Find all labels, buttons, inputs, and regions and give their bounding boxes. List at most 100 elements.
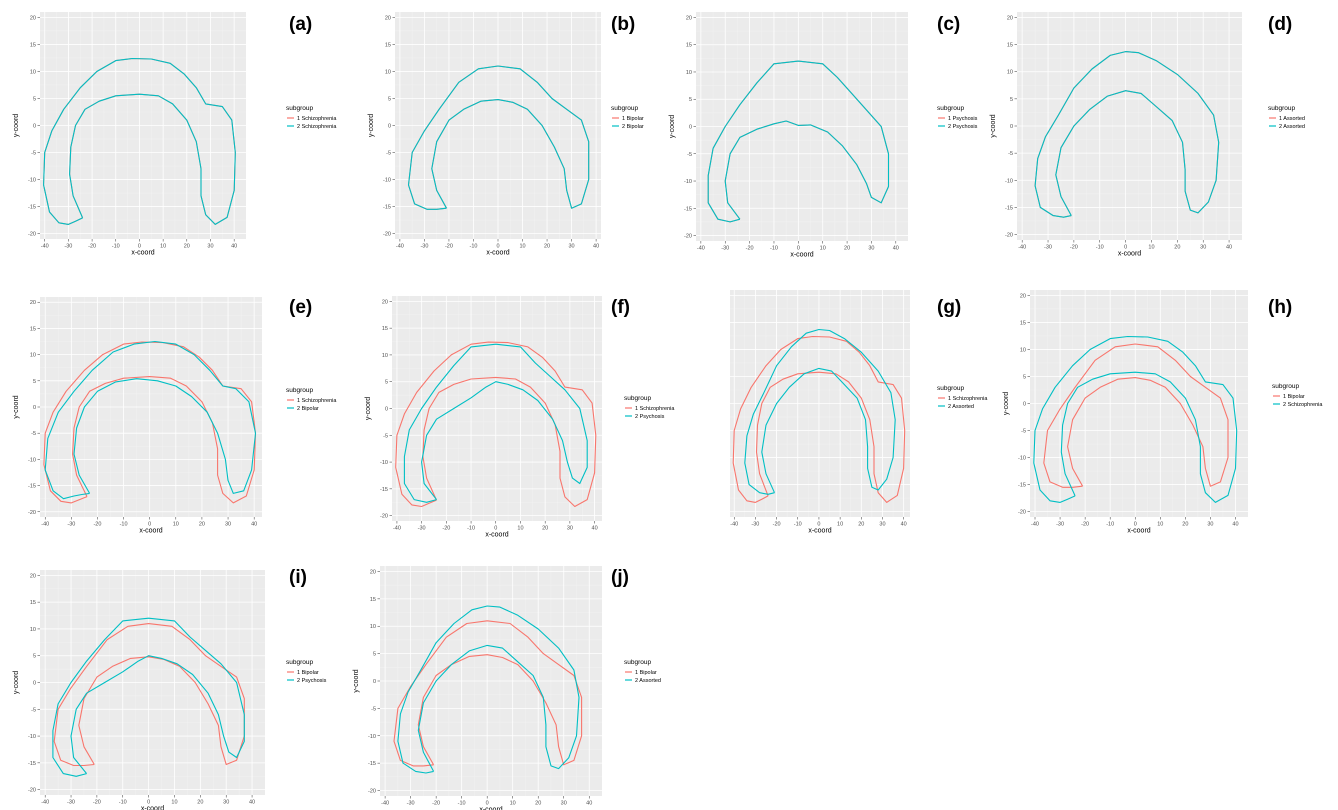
- legend: subgroup 1 Bipolar 2 Bipolar: [611, 105, 644, 130]
- y-tick-label: 10: [385, 69, 391, 75]
- x-tick-label: -20: [1070, 245, 1078, 251]
- x-tick-label: -20: [93, 800, 101, 806]
- series-line-1: [43, 341, 257, 504]
- x-tick-label: -20: [746, 246, 754, 252]
- x-axis-title: x-coord: [1118, 251, 1141, 258]
- x-axis-title: x-coord: [139, 528, 162, 535]
- panel-d: -40 -30 -20 -10 0 10 20 30 40 -20 -15 -10 -5 0 5 10 15 20…: [990, 12, 1305, 258]
- x-tick-label: -30: [407, 801, 415, 807]
- x-tick-label: -40: [41, 800, 49, 806]
- y-tick-label: 10: [1020, 347, 1026, 353]
- x-tick-label: -40: [697, 246, 705, 252]
- series-line-2: [407, 65, 590, 210]
- x-tick-label: 10: [820, 246, 826, 252]
- panel-a: -40 -30 -20 -10 0 10 20 30 40 -20 -15 -10 -5 0 5 10 15 20…: [13, 12, 337, 257]
- y-axis-title: y-coord: [1003, 392, 1010, 415]
- y-tick-label: 20: [370, 569, 376, 575]
- y-tick-label: 10: [686, 70, 692, 76]
- x-tick-label: 20: [199, 522, 205, 528]
- y-axis-title: y-coord: [368, 114, 375, 137]
- y-tick-label: 0: [689, 125, 692, 131]
- legend-title: subgroup: [286, 105, 313, 112]
- series-line-2: [397, 605, 580, 774]
- x-tick-label: 20: [1174, 245, 1180, 251]
- x-tick-label: 30: [567, 526, 573, 532]
- legend-label: 2 Psychosis: [948, 124, 978, 130]
- x-tick-label: -10: [1096, 245, 1104, 251]
- y-tick-label: 15: [1007, 43, 1013, 49]
- x-tick-label: 20: [542, 526, 548, 532]
- x-tick-label: -10: [469, 244, 477, 250]
- legend-label: 1 Psychosis: [948, 116, 978, 122]
- legend-title: subgroup: [1272, 383, 1299, 390]
- y-tick-label: -15: [1018, 483, 1026, 489]
- y-tick-label: -15: [28, 761, 36, 767]
- x-tick-label: 0: [494, 526, 497, 532]
- y-tick-label: -10: [383, 178, 391, 184]
- x-tick-label: -20: [442, 526, 450, 532]
- x-tick-label: 10: [160, 244, 166, 250]
- y-tick-label: -20: [368, 789, 376, 795]
- x-tick-label: 0: [147, 800, 150, 806]
- x-tick-label: -40: [1031, 522, 1039, 528]
- legend-title: subgroup: [286, 387, 313, 394]
- y-axis-title: y-coord: [365, 397, 372, 420]
- y-tick-label: 10: [370, 624, 376, 630]
- y-tick-label: 5: [388, 96, 391, 102]
- y-tick-label: -5: [31, 431, 36, 437]
- series-line-2: [1033, 335, 1238, 503]
- x-axis-title: x-coord: [485, 532, 508, 539]
- y-tick-label: -5: [371, 706, 376, 712]
- x-tick-label: 40: [593, 244, 599, 250]
- y-tick-label: 10: [30, 627, 36, 633]
- legend: subgroup 1 Schizophrenia 2 Bipolar: [286, 387, 337, 412]
- x-tick-label: -40: [41, 244, 49, 250]
- legend-label: 1 Schizophrenia: [297, 116, 337, 122]
- y-tick-label: -20: [684, 234, 692, 240]
- y-tick-label: 15: [30, 600, 36, 606]
- x-tick-label: -20: [445, 244, 453, 250]
- x-axis-title: x-coord: [479, 807, 502, 810]
- x-axis-title: x-coord: [131, 250, 154, 257]
- y-tick-label: 0: [33, 681, 36, 687]
- legend-title: subgroup: [286, 659, 313, 666]
- legend-title: subgroup: [1268, 105, 1295, 112]
- x-tick-label: -40: [1018, 245, 1026, 251]
- y-tick-label: -15: [28, 205, 36, 211]
- y-tick-label: 20: [30, 15, 36, 21]
- y-tick-label: -5: [687, 152, 692, 158]
- legend-label: 2 Psychosis: [635, 414, 665, 420]
- x-tick-label: 10: [837, 522, 843, 528]
- x-tick-label: 0: [496, 244, 499, 250]
- panel-c: -40 -30 -20 -10 0 10 20 30 40 -20 -15 -10 -5 0 5 10 15 20…: [669, 12, 978, 259]
- x-tick-label: 40: [1226, 245, 1232, 251]
- panel-b: -40 -30 -20 -10 0 10 20 30 40 -20 -15 -10 -5 0 5 10 15 20…: [368, 12, 644, 257]
- y-tick-label: 5: [33, 654, 36, 660]
- x-tick-label: -20: [93, 522, 101, 528]
- x-tick-label: -40: [396, 244, 404, 250]
- y-tick-label: -20: [28, 510, 36, 516]
- x-tick-label: 40: [592, 526, 598, 532]
- legend: subgroup 1 Psychosis 2 Psychosis: [937, 105, 978, 130]
- y-axis-title: y-coord: [353, 669, 360, 692]
- x-tick-label: 40: [893, 246, 899, 252]
- legend-title: subgroup: [611, 105, 638, 112]
- y-tick-label: -5: [1021, 429, 1026, 435]
- y-tick-label: 10: [382, 353, 388, 359]
- x-tick-label: 20: [844, 246, 850, 252]
- y-tick-label: 15: [385, 42, 391, 48]
- legend-title: subgroup: [624, 659, 651, 666]
- y-tick-label: 10: [30, 69, 36, 75]
- y-tick-label: 20: [1020, 293, 1026, 299]
- x-tick-label: 10: [517, 526, 523, 532]
- panel-letter: (e): [289, 297, 312, 318]
- legend: subgroup 1 Bipolar 2 Schizophrenia: [1272, 383, 1323, 408]
- y-tick-label: -10: [1005, 178, 1013, 184]
- x-tick-label: 10: [173, 522, 179, 528]
- legend: subgroup 1 Schizophrenia 2 Assorted: [937, 385, 988, 410]
- legend: subgroup 1 Schizophrenia 2 Schizophrenia: [286, 105, 337, 130]
- legend-label: 1 Schizophrenia: [635, 406, 675, 412]
- y-tick-label: 5: [33, 379, 36, 385]
- x-tick-label: 20: [544, 244, 550, 250]
- y-tick-label: 20: [30, 300, 36, 306]
